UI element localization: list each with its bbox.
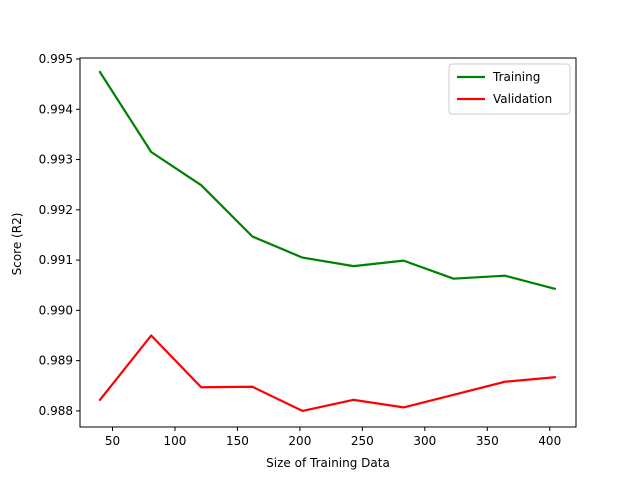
x-tick-label: 100 [163,434,186,448]
axes-frame [79,57,577,428]
x-tick-label: 150 [226,434,249,448]
y-tick-label: 0.992 [39,203,73,217]
x-tick-label: 200 [288,434,311,448]
x-tick-label: 400 [538,434,561,448]
plot-background [80,58,576,427]
plot-area [80,58,576,427]
y-tick-label: 0.990 [39,303,73,317]
series-line-validation [98,334,556,413]
y-tick-label: 0.994 [39,102,73,116]
x-tick-label: 250 [351,434,374,448]
legend-label-training: Training [492,70,540,84]
y-tick-label: 0.993 [39,153,73,167]
y-tick-label: 0.989 [39,354,73,368]
x-tick-label: 50 [105,434,120,448]
x-tick-label: 350 [476,434,499,448]
x-tick-label: 300 [413,434,436,448]
axes-layer: 50 100 150 200 250 300 350 400 0.988 0.989 0.990 0.… [39,52,577,448]
series-line-training [98,70,557,291]
series-layer [98,70,557,413]
x-axis-label: Size of Training Data [266,456,390,470]
legend-label-validation: Validation [493,92,552,106]
legend: Training Validation [448,63,571,115]
y-tick-label: 0.988 [39,404,73,418]
y-tick-label: 0.995 [39,52,73,66]
y-tick-label: 0.991 [39,253,73,267]
y-axis-label: Score (R2) [10,213,24,276]
